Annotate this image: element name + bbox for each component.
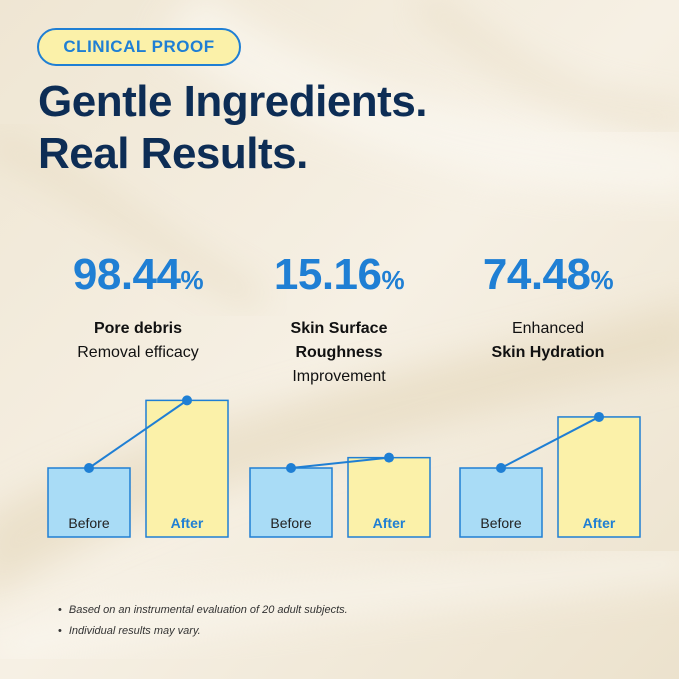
before-after-charts: Before After Before After Before After [47,395,641,538]
stat-number: 98.44 [72,250,181,299]
chart-bar-label: After [373,515,406,531]
stat-skin-hydration: 74.48% Enhanced Skin Hydration [448,248,648,365]
stat-number: 74.48 [482,250,591,299]
stat-value: 74.48% [448,248,648,307]
stat-label-bold: Skin Surface Roughness [290,320,388,361]
chart-bar-label: After [583,515,616,531]
chart-point-before [286,463,296,473]
stat-pore-debris: 98.44% Pore debris Removal efficacy [40,248,236,365]
stat-number: 15.16 [273,250,382,299]
footnote: Based on an instrumental evaluation of 2… [58,600,348,621]
chart-bar-before [47,467,131,538]
chart-trend-line [500,416,600,469]
stat-unit: % [180,265,204,295]
stat-label: Enhanced Skin Hydration [448,317,648,365]
chart-trend-line [88,399,188,469]
chart-bar-before [459,467,543,538]
stat-label: Skin Surface Roughness Improvement [240,317,438,389]
footnotes: Based on an instrumental evaluation of 2… [58,600,348,642]
chart-trend-line [290,456,390,469]
footnote: Individual results may vary. [58,621,348,642]
stat-label-regular: Improvement [292,368,386,385]
headline-line-2: Real Results. [38,129,308,178]
stat-label-bold: Skin Hydration [491,344,605,361]
chart-point-before [496,463,506,473]
chart-bar-label: Before [480,515,521,531]
stat-label: Pore debris Removal efficacy [40,317,236,365]
stat-value: 98.44% [40,248,236,307]
chart-bar-after [557,416,641,538]
stat-label-regular: Removal efficacy [77,344,199,361]
chart-bar-label: Before [68,515,109,531]
chart-bar-after [347,456,431,538]
chart-point-after [182,395,192,406]
stat-skin-roughness: 15.16% Skin Surface Roughness Improvemen… [240,248,438,389]
stat-unit: % [381,265,405,295]
chart-bar-label: After [171,515,204,531]
clinical-proof-badge: CLINICAL PROOF [37,28,241,66]
chart-point-before [84,463,94,473]
headline: Gentle Ingredients. Real Results. [38,76,428,180]
chart-point-after [594,411,604,422]
stat-value: 15.16% [240,248,438,307]
stat-unit: % [590,265,614,295]
chart-bar-label: Before [270,515,311,531]
headline-line-1: Gentle Ingredients. [38,77,428,126]
stat-label-regular: Enhanced [511,320,585,337]
stat-label-bold: Pore debris [93,320,183,337]
chart-point-after [384,452,394,463]
